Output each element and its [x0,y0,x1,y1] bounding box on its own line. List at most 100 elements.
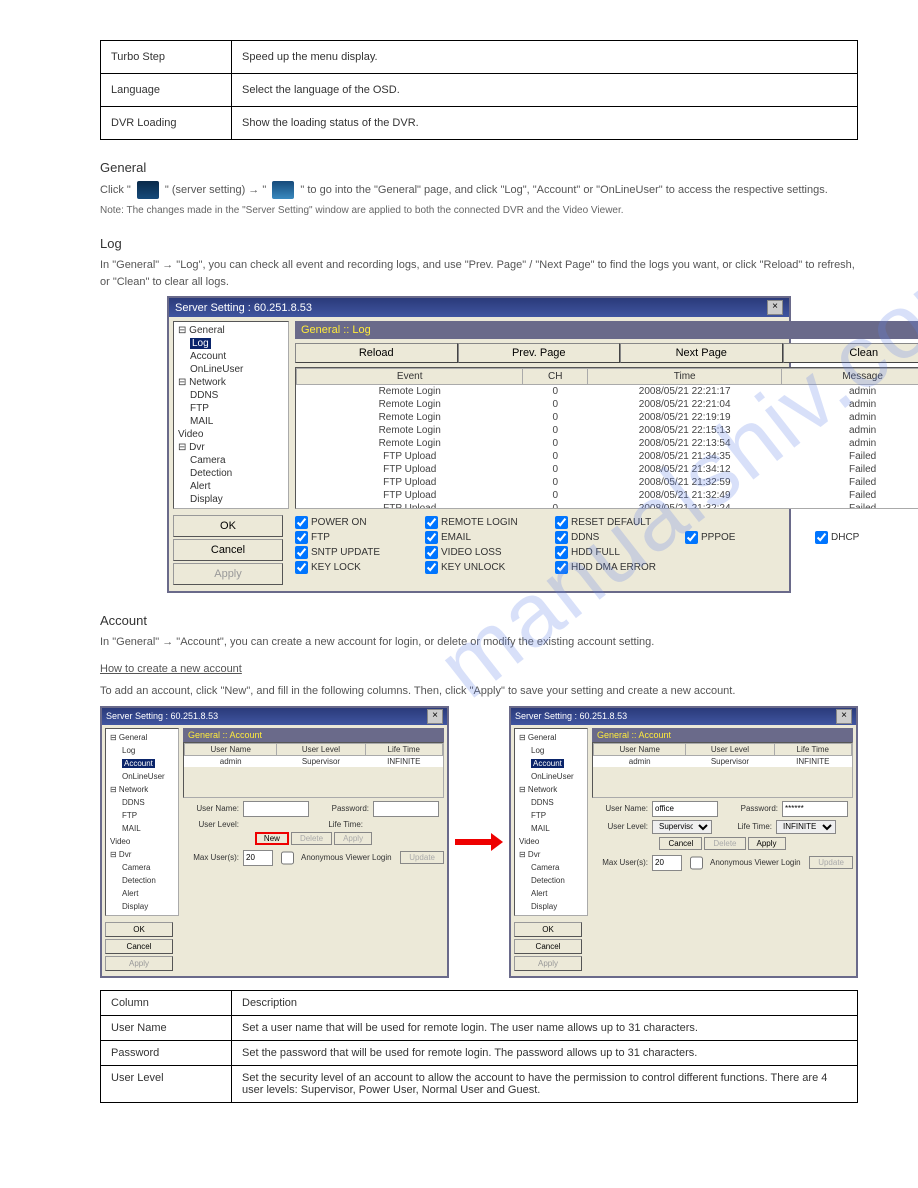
checkbox[interactable] [555,516,568,529]
close-icon[interactable]: × [767,300,783,315]
filter-check[interactable]: HDD DMA ERROR [555,561,685,574]
tree-item[interactable]: OnLineUser [108,770,176,783]
tree-item[interactable]: OnLineUser [176,363,286,376]
apply-button[interactable]: Apply [334,832,372,845]
tree-item[interactable]: MAIL [108,822,176,835]
nav-tree[interactable]: ⊟ GeneralLogAccountOnLineUser⊟ NetworkDD… [105,728,179,916]
tree-item[interactable]: DDNS [176,389,286,402]
tree-item[interactable]: Video [517,835,585,848]
tree-item[interactable]: ⊟ Dvr [517,848,585,861]
update-button[interactable]: Update [809,856,853,869]
ok-button[interactable]: OK [105,922,173,937]
filter-check[interactable]: POWER ON [295,516,425,529]
filter-check[interactable]: DHCP [815,531,918,544]
username-input[interactable] [243,801,309,817]
update-button[interactable]: Update [400,851,444,864]
tree-item[interactable]: ⊟ General [517,731,585,744]
checkbox[interactable] [555,531,568,544]
new-button[interactable]: New [255,832,289,845]
cancel-button[interactable]: Cancel [173,539,283,561]
tree-item[interactable]: Log [517,744,585,757]
anon-checkbox[interactable] [690,856,703,870]
tree-item[interactable]: ⊟ Dvr [176,441,286,454]
tree-item[interactable]: Display [108,900,176,913]
tree-item[interactable]: Detection [176,467,286,480]
filter-check[interactable]: SNTP UPDATE [295,546,425,559]
tree-item[interactable]: Camera [176,454,286,467]
checkbox[interactable] [425,561,438,574]
filter-check[interactable]: REMOTE LOGIN [425,516,555,529]
tree-item[interactable]: Camera [517,861,585,874]
col-event[interactable]: Event [297,369,523,385]
reload-button[interactable]: Reload [295,343,458,363]
checkbox[interactable] [425,546,438,559]
checkbox[interactable] [815,531,828,544]
ok-button[interactable]: OK [173,515,283,537]
tree-item[interactable]: Account [108,757,176,770]
tree-item[interactable]: Video [108,835,176,848]
password-input[interactable] [373,801,439,817]
tree-item[interactable]: Alert [176,480,286,493]
cancel-button[interactable]: Cancel [105,939,173,954]
tree-item[interactable]: ⊟ General [108,731,176,744]
tree-item[interactable]: Video [176,428,286,441]
tree-item[interactable]: ⊟ Network [108,783,176,796]
maxuser-input[interactable] [652,855,682,871]
tree-item[interactable]: OnLineUser [517,770,585,783]
username-input[interactable] [652,801,718,817]
userlevel-select[interactable]: Supervisor [652,820,712,834]
tree-item[interactable]: Display [517,900,585,913]
tree-item[interactable]: Display [176,493,286,506]
tree-item[interactable]: DDNS [108,796,176,809]
tree-item[interactable]: Account [176,350,286,363]
tree-item[interactable]: Account [517,757,585,770]
checkbox[interactable] [295,546,308,559]
checkbox[interactable] [425,516,438,529]
close-icon[interactable]: × [427,709,443,724]
tree-item[interactable]: Log [108,744,176,757]
prev-page-button[interactable]: Prev. Page [458,343,621,363]
checkbox[interactable] [425,531,438,544]
nav-tree[interactable]: ⊟ General Log Account OnLineUser ⊟ Netwo… [173,321,289,509]
filter-check[interactable]: EMAIL [425,531,555,544]
tree-item[interactable]: DDNS [517,796,585,809]
delete-button[interactable]: Delete [704,837,745,850]
tree-item[interactable]: FTP [517,809,585,822]
tree-item[interactable]: ⊟ Network [517,783,585,796]
tree-item[interactable]: Log [176,337,286,350]
checkbox[interactable] [295,561,308,574]
tree-item[interactable]: ⊟ Dvr [108,848,176,861]
checkbox[interactable] [555,546,568,559]
filter-check[interactable]: FTP [295,531,425,544]
apply-button[interactable]: Apply [514,956,582,971]
filter-check[interactable]: VIDEO LOSS [425,546,555,559]
tree-item[interactable]: MAIL [176,415,286,428]
checkbox[interactable] [685,531,698,544]
tree-item[interactable]: ⊟ Network [176,376,286,389]
col-ch[interactable]: CH [523,369,588,385]
tree-item[interactable]: Detection [517,874,585,887]
close-icon[interactable]: × [836,709,852,724]
password-input[interactable] [782,801,848,817]
tree-item[interactable]: MAIL [517,822,585,835]
tree-item[interactable]: ⊟ General [176,324,286,337]
anon-checkbox[interactable] [281,851,294,865]
apply-button[interactable]: Apply [748,837,786,850]
apply-button[interactable]: Apply [173,563,283,585]
checkbox[interactable] [295,516,308,529]
delete-button[interactable]: Delete [291,832,332,845]
ok-button[interactable]: OK [514,922,582,937]
col-time[interactable]: Time [588,369,782,385]
maxuser-input[interactable] [243,850,273,866]
lifetime-select[interactable]: INFINITE [776,820,836,834]
filter-check[interactable]: KEY LOCK [295,561,425,574]
tree-item[interactable]: FTP [176,402,286,415]
tree-item[interactable]: Alert [517,887,585,900]
apply-button[interactable]: Apply [105,956,173,971]
tree-item[interactable]: Camera [108,861,176,874]
filter-check[interactable]: RESET DEFAULT [555,516,685,529]
nav-tree[interactable]: ⊟ GeneralLogAccountOnLineUser⊟ NetworkDD… [514,728,588,916]
next-page-button[interactable]: Next Page [620,343,783,363]
tree-item[interactable]: Alert [108,887,176,900]
cancel-button[interactable]: Cancel [659,837,702,850]
